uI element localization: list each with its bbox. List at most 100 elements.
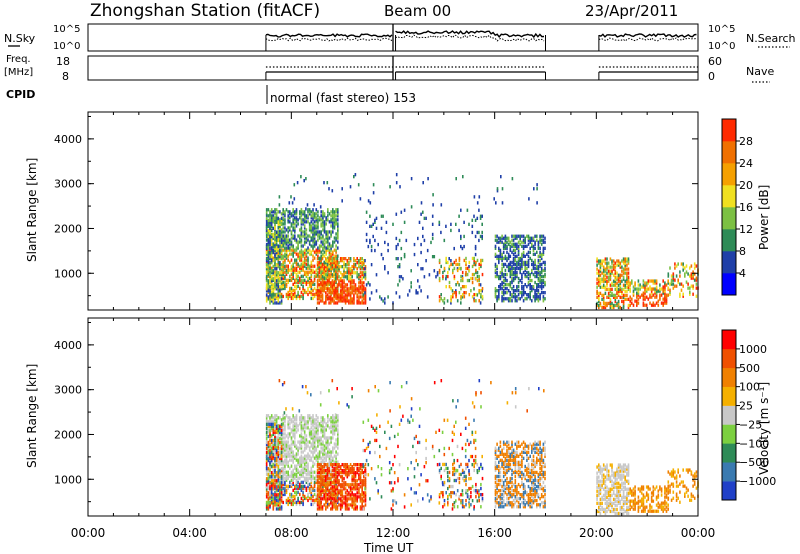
heatmap-cell: [323, 250, 326, 254]
heatmap-cell: [692, 272, 694, 276]
heatmap-cell: [359, 465, 362, 469]
heatmap-cell: [320, 450, 322, 454]
heatmap-cell: [330, 220, 332, 224]
heatmap-cell: [308, 212, 311, 216]
heatmap-cell: [312, 474, 314, 478]
heatmap-cell: [267, 232, 270, 237]
heatmap-cell: [302, 260, 304, 264]
heatmap-cell: [282, 284, 284, 288]
heatmap-cell: [299, 416, 301, 420]
heatmap-cell: [415, 291, 417, 295]
heatmap-cell: [280, 299, 283, 303]
heatmap-cell: [527, 258, 530, 263]
heatmap-cell: [294, 490, 296, 494]
heatmap-cell: [333, 487, 335, 491]
heatmap-cell: [333, 493, 335, 497]
heatmap-cell: [280, 263, 283, 267]
heatmap-cell: [267, 420, 270, 424]
heatmap-cell: [598, 303, 600, 308]
heatmap-cell: [356, 505, 358, 509]
heatmap-cell: [339, 291, 342, 295]
heatmap-cell: [295, 468, 298, 472]
heatmap-cell: [370, 248, 373, 253]
heatmap-cell: [289, 458, 291, 462]
heatmap-cell: [337, 222, 339, 226]
heatmap-cell: [326, 475, 329, 479]
heatmap-cell: [453, 276, 456, 281]
heatmap-cell: [295, 424, 298, 428]
heatmap-cell: [323, 469, 325, 473]
heatmap-cell: [339, 257, 342, 261]
heatmap-cell: [516, 246, 518, 250]
heatmap-cell: [607, 287, 610, 291]
heatmap-cell: [531, 244, 533, 248]
heatmap-cell: [649, 293, 651, 297]
heatmap-cell: [596, 271, 598, 275]
heatmap-cell: [303, 464, 306, 468]
heatmap-cell: [306, 203, 309, 207]
heatmap-cell: [331, 273, 334, 277]
heatmap-cell: [289, 248, 291, 252]
heatmap-cell: [272, 291, 275, 295]
heatmap-cell: [338, 489, 340, 493]
heatmap-cell: [290, 252, 293, 256]
heatmap-cell: [499, 270, 502, 275]
heatmap-cell: [313, 482, 316, 486]
heatmap-cell: [344, 257, 347, 261]
heatmap-cell: [430, 240, 432, 245]
heatmap-cell: [654, 289, 656, 293]
heatmap-cell: [514, 254, 517, 258]
heatmap-cell: [308, 458, 311, 462]
heatmap-cell: [274, 463, 276, 467]
heatmap-cell: [267, 283, 270, 287]
heatmap-cell: [284, 444, 286, 448]
heatmap-cell: [501, 240, 503, 244]
heatmap-cell: [514, 270, 517, 275]
heatmap-cell: [537, 291, 540, 295]
heatmap-cell: [652, 303, 655, 307]
heatmap-cell: [617, 283, 620, 287]
heatmap-cell: [617, 299, 620, 304]
heatmap-cell: [622, 283, 625, 287]
heatmap-cell: [323, 448, 326, 452]
heatmap-cell: [294, 266, 296, 270]
heatmap-cell: [307, 464, 309, 468]
heatmap-cell: [327, 442, 329, 446]
heatmap-cell: [325, 261, 327, 265]
heatmap-cell: [287, 472, 289, 476]
heatmap-cell: [282, 416, 284, 420]
heatmap-cell: [645, 289, 648, 293]
heatmap-cell: [602, 273, 605, 277]
heatmap-cell: [420, 201, 423, 205]
heatmap-cell: [325, 286, 327, 291]
heatmap-cell: [627, 267, 630, 271]
heatmap-cell: [282, 208, 284, 212]
heatmap-cell: [327, 236, 329, 240]
heatmap-cell: [303, 438, 306, 442]
heatmap-cell: [282, 424, 284, 428]
heatmap-cell: [282, 270, 284, 274]
heatmap-cell: [303, 478, 306, 482]
heatmap-cell: [367, 199, 370, 203]
heatmap-cell: [616, 259, 618, 263]
heatmap-cell: [319, 205, 322, 209]
heatmap-cell: [284, 254, 286, 258]
heatmap-cell: [334, 265, 337, 269]
heatmap-cell: [364, 271, 367, 275]
heatmap-cell: [284, 248, 286, 252]
heatmap-cell: [274, 216, 276, 220]
heatmap-cell: [542, 240, 545, 244]
heatmap-cell: [521, 254, 523, 258]
heatmap-cell: [320, 291, 322, 295]
heatmap-cell: [327, 450, 329, 454]
heatmap-cell: [507, 289, 510, 293]
heatmap-cell: [514, 289, 517, 293]
heatmap-cell: [274, 283, 276, 287]
heatmap-cell: [337, 490, 339, 494]
heatmap-cell: [364, 287, 367, 291]
heatmap-cell: [267, 414, 270, 418]
heatmap-cell: [284, 486, 286, 490]
heatmap-cell: [692, 270, 694, 274]
heatmap-cell: [312, 416, 314, 420]
heatmap-cell: [317, 246, 319, 250]
